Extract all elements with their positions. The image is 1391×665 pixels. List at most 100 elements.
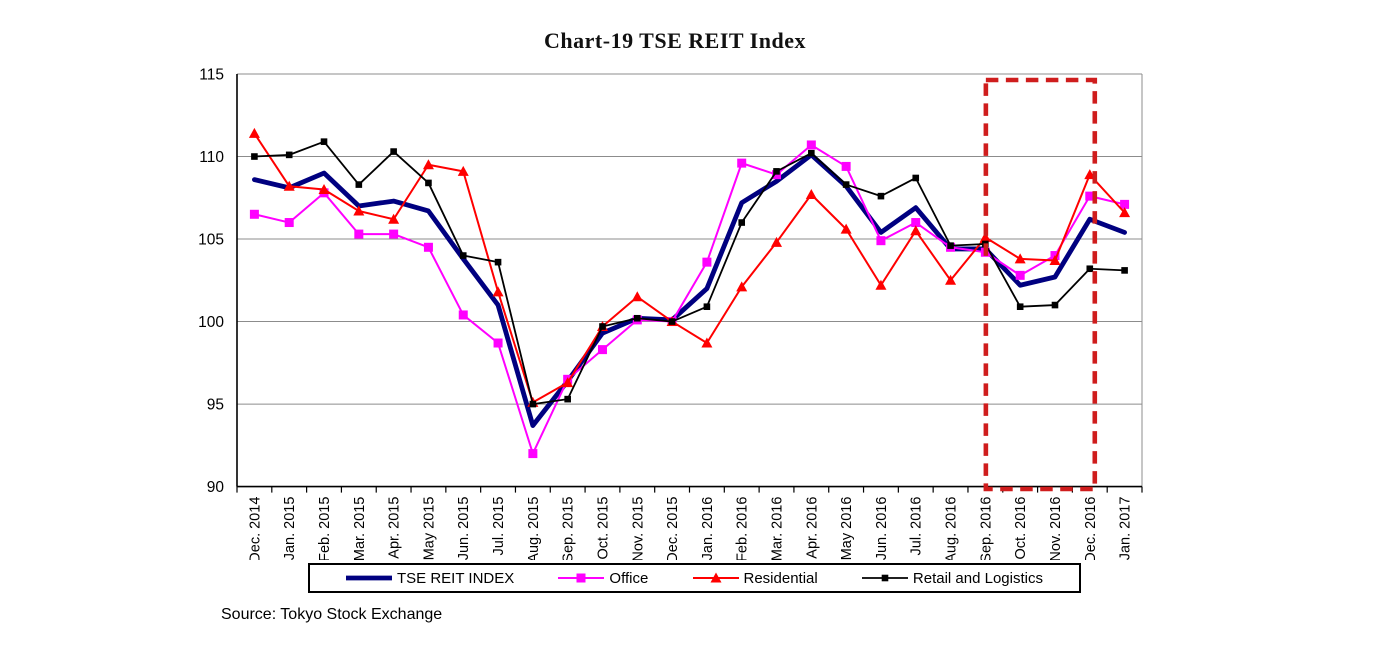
- data-point-marker: [633, 314, 641, 322]
- data-point-marker: [354, 229, 364, 239]
- data-point-marker: [912, 174, 920, 182]
- data-point-marker: [911, 218, 921, 228]
- x-axis-label: Jul. 2015: [491, 497, 507, 556]
- legend-item: Retail and Logistics: [861, 570, 1043, 587]
- series-tse-reit-index: [252, 152, 1127, 428]
- x-axis-label: Aug. 2015: [526, 497, 542, 560]
- y-axis-label: 110: [199, 149, 224, 166]
- legend-label: Residential: [743, 569, 818, 587]
- data-point-marker: [564, 395, 571, 403]
- data-point-marker: [422, 159, 434, 170]
- x-axis-label: Apr. 2015: [387, 497, 403, 559]
- x-axis-label: Oct. 2015: [595, 497, 611, 560]
- data-point-marker: [283, 180, 295, 191]
- data-point-marker: [910, 225, 922, 236]
- data-point-marker: [808, 149, 815, 157]
- data-point-marker: [1014, 253, 1026, 264]
- x-axis-label: Jul. 2016: [909, 497, 925, 556]
- y-axis-label: 95: [207, 397, 224, 414]
- data-point-marker: [841, 161, 851, 171]
- data-point-marker: [1119, 207, 1131, 218]
- x-axis-label: Jun. 2016: [874, 497, 890, 560]
- x-axis-label: Mar. 2015: [352, 497, 368, 560]
- data-point-marker: [737, 158, 747, 168]
- data-point-marker: [631, 291, 643, 302]
- data-point-marker: [1015, 270, 1025, 280]
- x-axis-label: Jan. 2016: [700, 497, 716, 560]
- highlight-box: [983, 77, 1098, 492]
- x-axis-label: May 2015: [421, 497, 437, 560]
- data-point-marker: [597, 345, 607, 355]
- legend-label: TSE REIT INDEX: [397, 569, 515, 587]
- data-point-marker: [457, 165, 469, 176]
- data-point-marker: [875, 279, 887, 290]
- data-point-marker: [805, 188, 817, 199]
- x-axis-label: Apr. 2016: [804, 497, 820, 559]
- data-point-marker: [702, 257, 712, 267]
- data-point-marker: [772, 170, 782, 180]
- data-point-marker: [388, 213, 400, 224]
- data-point-marker: [842, 181, 850, 188]
- legend-line-sample: [861, 574, 908, 582]
- chart-legend: TSE REIT INDEX Office Residential Retail an…: [308, 563, 1081, 593]
- data-point-marker: [945, 274, 957, 285]
- data-point-marker: [947, 242, 954, 249]
- data-point-marker: [390, 148, 397, 155]
- data-point-marker: [353, 205, 365, 216]
- x-axis-label: Dec. 2016: [1083, 497, 1099, 560]
- data-point-marker: [285, 151, 293, 159]
- y-axis-label: 115: [199, 67, 224, 84]
- source-note: Source: Tokyo Stock Exchange: [221, 606, 443, 623]
- data-point-marker: [1086, 265, 1094, 273]
- series-retail-and-logistics: [251, 138, 1128, 408]
- data-point-marker: [877, 192, 885, 200]
- data-point-marker: [248, 127, 260, 138]
- data-point-marker: [806, 140, 816, 150]
- chart-title: Chart-19 TSE REIT Index: [544, 28, 806, 53]
- x-axis-label: Nov. 2016: [1048, 497, 1064, 560]
- data-point-marker: [251, 153, 258, 160]
- data-point-marker: [562, 377, 574, 388]
- x-axis-label: Feb. 2015: [317, 497, 333, 560]
- series-line: [253, 143, 1126, 455]
- data-point-marker: [249, 209, 259, 219]
- y-axis-label: 105: [198, 232, 224, 249]
- data-point-marker: [528, 449, 538, 459]
- data-point-marker: [599, 323, 606, 330]
- y-axis-label: 100: [198, 314, 224, 331]
- x-axis-label: Sep. 2015: [561, 497, 577, 560]
- data-point-marker: [876, 236, 886, 246]
- x-axis-label: Dec. 2015: [665, 497, 681, 560]
- y-axis-label: 90: [207, 479, 225, 496]
- data-point-marker: [494, 258, 502, 266]
- legend-item: Office: [558, 570, 648, 587]
- data-point-marker: [459, 252, 467, 259]
- data-point-marker: [1051, 301, 1059, 309]
- data-point-marker: [355, 181, 363, 188]
- x-axis-label: Dec. 2014: [247, 497, 263, 560]
- x-axis-label: Aug. 2016: [944, 497, 960, 560]
- x-axis-label: Jan. 2015: [282, 497, 298, 560]
- x-axis-label: Nov. 2015: [630, 497, 646, 560]
- data-point-marker: [771, 236, 783, 247]
- data-point-marker: [710, 572, 721, 583]
- legend-line-sample: [346, 575, 392, 581]
- data-point-marker: [284, 218, 294, 228]
- data-point-marker: [318, 184, 330, 195]
- x-axis-label: Oct. 2016: [1013, 497, 1029, 560]
- data-point-marker: [736, 281, 748, 292]
- x-axis-label: Jun. 2015: [456, 497, 472, 560]
- x-axis-label: Jan. 2017: [1118, 497, 1134, 560]
- legend-item: Residential: [692, 569, 818, 587]
- legend-line-sample: [558, 573, 605, 583]
- series-line: [253, 140, 1126, 405]
- data-point-marker: [576, 573, 586, 583]
- legend-label: Office: [609, 569, 649, 587]
- data-point-marker: [1120, 199, 1130, 209]
- data-point-marker: [1085, 191, 1095, 201]
- data-point-marker: [1016, 303, 1024, 311]
- series-line: [252, 152, 1127, 428]
- data-point-marker: [668, 318, 676, 325]
- data-point-marker: [881, 574, 889, 582]
